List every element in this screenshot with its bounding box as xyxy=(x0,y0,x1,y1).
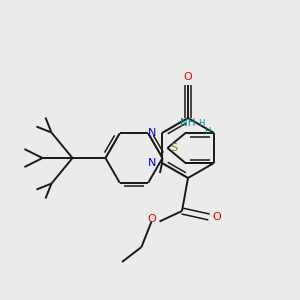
Text: H: H xyxy=(198,118,205,127)
Text: O: O xyxy=(147,214,156,224)
Text: O: O xyxy=(184,72,192,82)
Text: H: H xyxy=(204,127,211,136)
Text: N: N xyxy=(148,158,156,168)
Text: NH: NH xyxy=(180,118,195,128)
Text: O: O xyxy=(213,212,221,222)
Text: N: N xyxy=(148,128,156,138)
Text: S: S xyxy=(170,143,177,153)
